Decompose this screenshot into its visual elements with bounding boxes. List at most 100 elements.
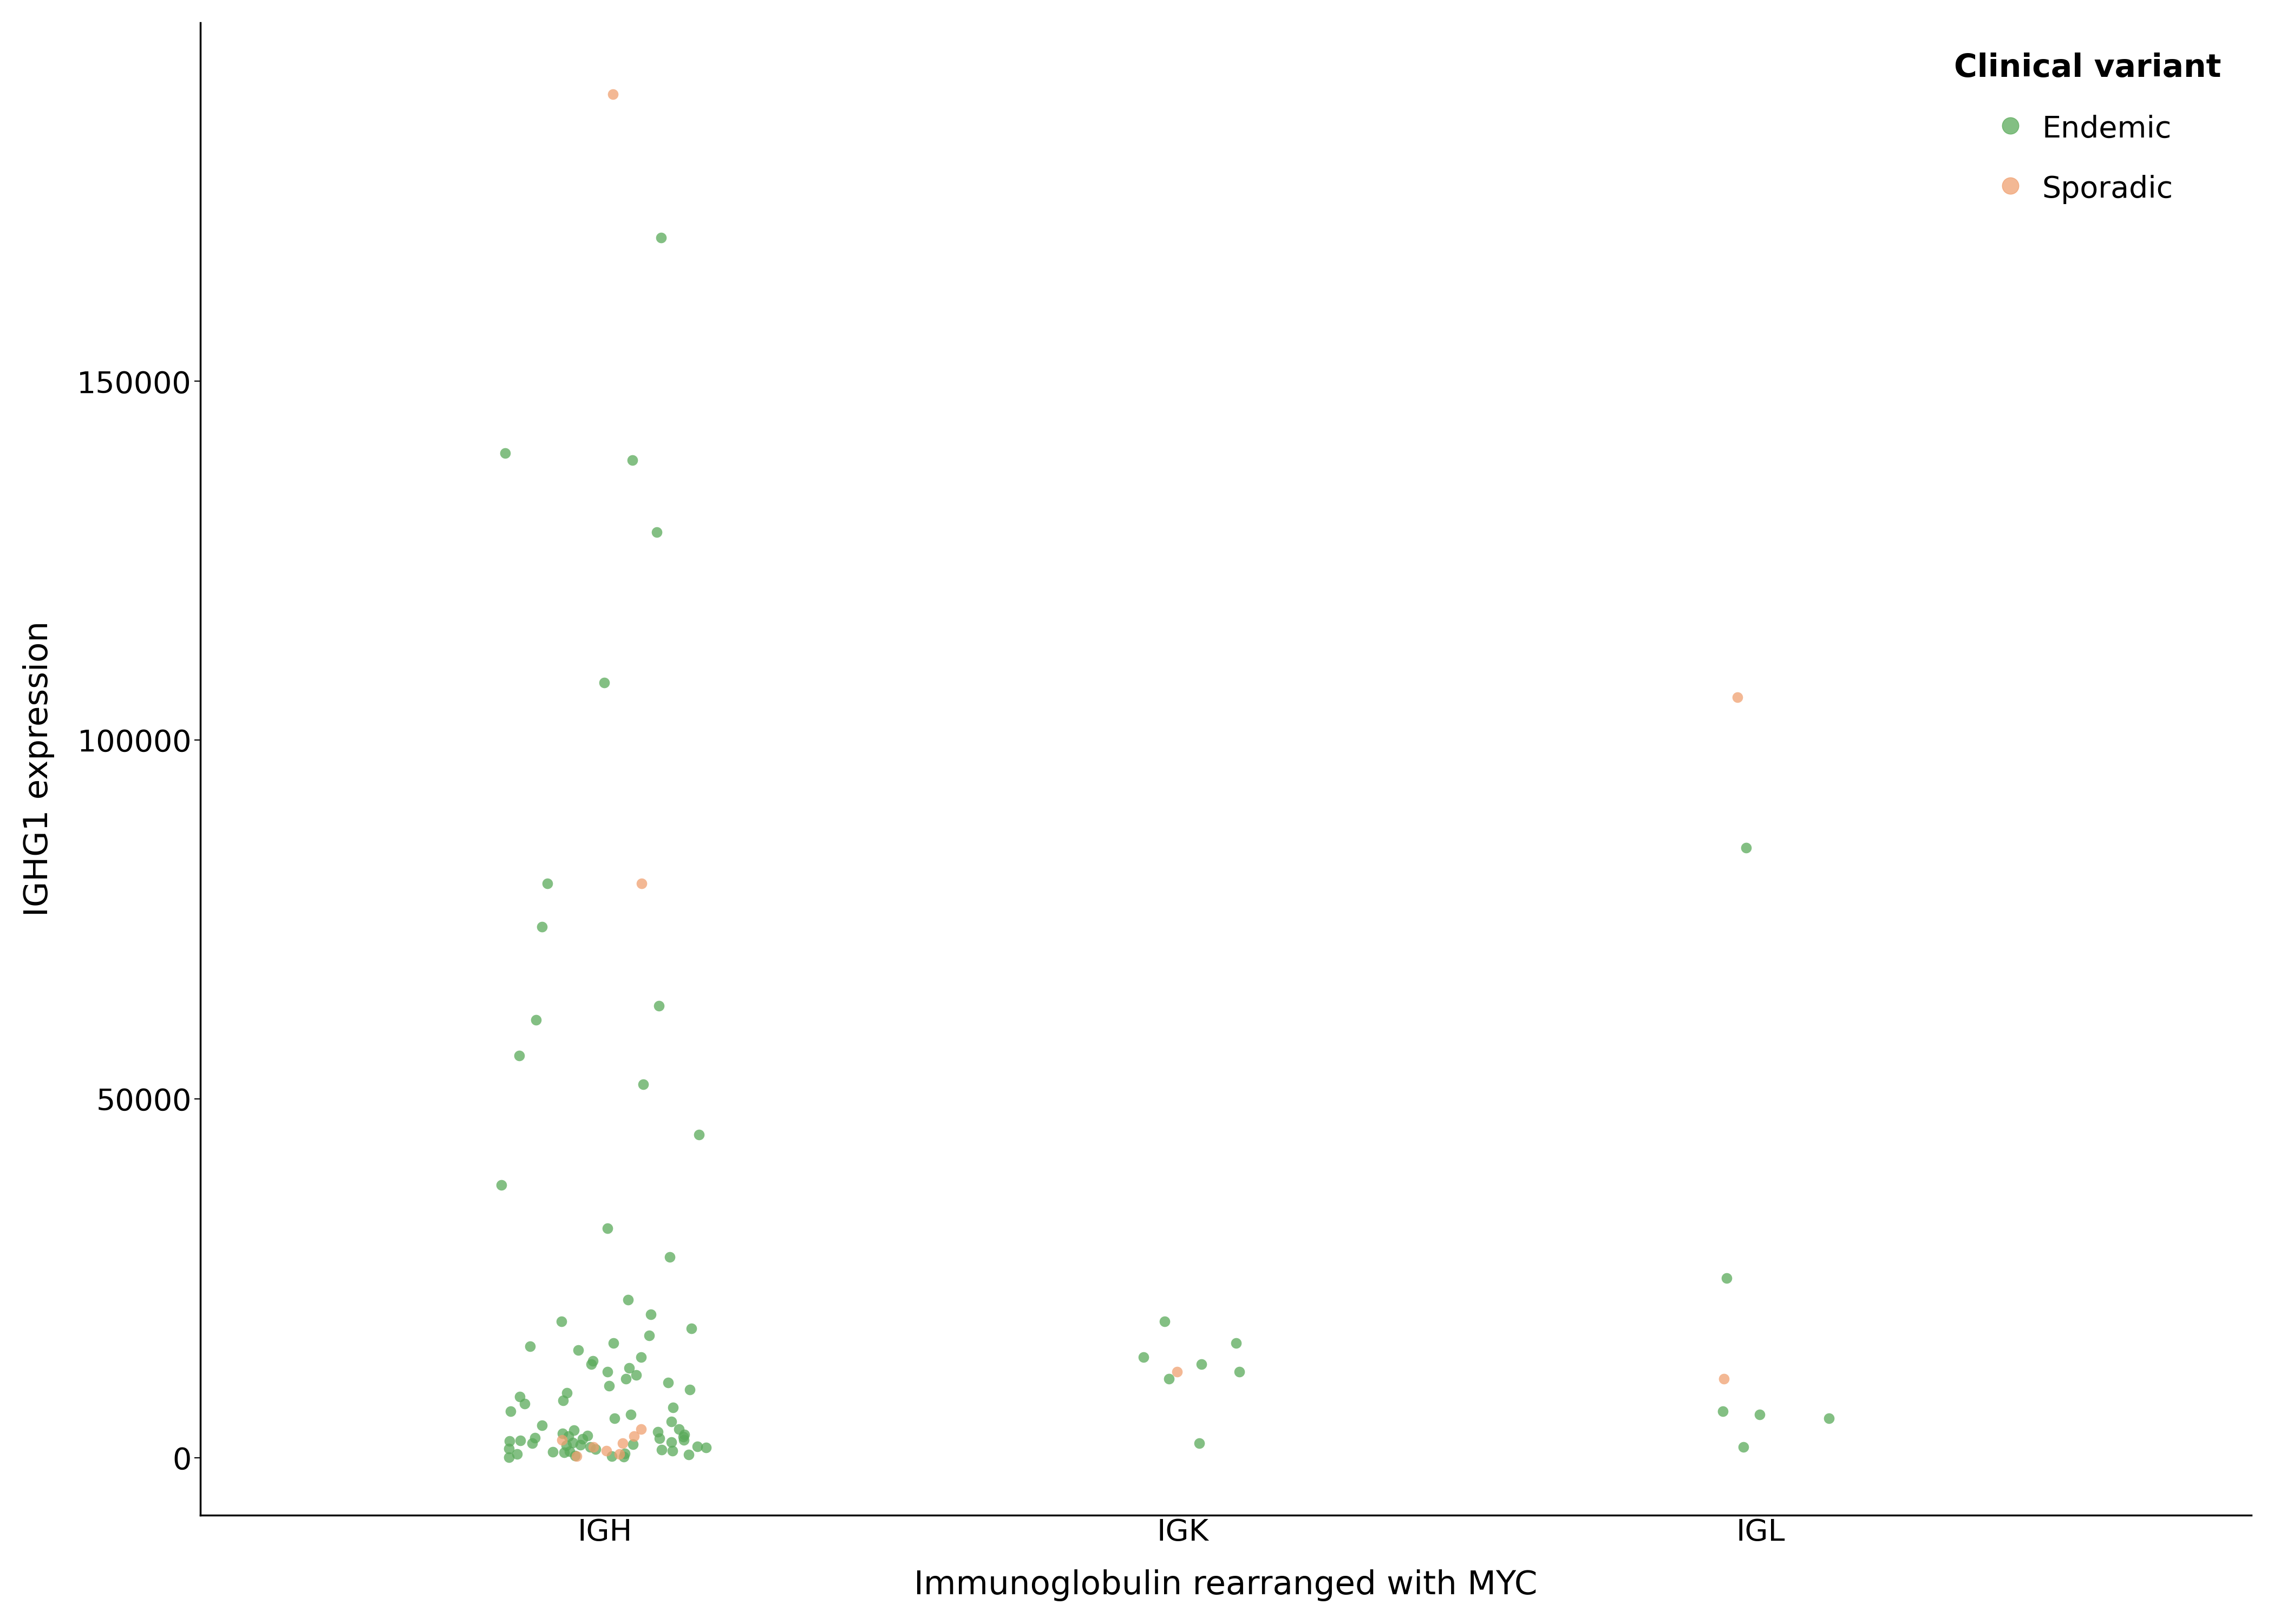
Point <box>1742 1402 1778 1427</box>
Point <box>632 1301 669 1327</box>
Point <box>1726 1434 1762 1460</box>
Point <box>562 1432 598 1458</box>
Point <box>550 1423 587 1449</box>
Point <box>666 1424 703 1450</box>
Point <box>530 870 566 896</box>
Point <box>500 1043 537 1069</box>
Point <box>575 1434 612 1460</box>
Point <box>500 1384 537 1410</box>
Point <box>680 1122 716 1148</box>
Point <box>559 1337 596 1363</box>
Point <box>546 1387 582 1413</box>
Point <box>655 1395 691 1421</box>
Point <box>543 1309 580 1335</box>
Point <box>514 1431 550 1457</box>
Point <box>614 447 650 473</box>
Point <box>516 1424 553 1450</box>
Point <box>543 1427 580 1453</box>
Point <box>671 1377 707 1403</box>
Point <box>616 1423 653 1449</box>
Point <box>639 520 675 546</box>
Point <box>587 669 623 695</box>
Point <box>1708 1265 1744 1291</box>
Point <box>1728 835 1765 861</box>
Point <box>625 1072 662 1098</box>
Point <box>578 1436 614 1462</box>
Point <box>548 1380 584 1406</box>
Point <box>550 1439 587 1465</box>
Point <box>534 1439 571 1465</box>
Point <box>612 1402 648 1427</box>
Point <box>600 1440 637 1466</box>
Point <box>484 1173 521 1199</box>
Point <box>491 1398 528 1424</box>
Point <box>594 1444 630 1470</box>
Point <box>607 1366 644 1392</box>
Point <box>568 1423 605 1449</box>
Point <box>655 1437 691 1463</box>
Point <box>666 1421 703 1447</box>
Point <box>596 1330 632 1356</box>
Point <box>641 992 678 1018</box>
Point <box>1719 684 1756 710</box>
Point <box>491 1436 528 1462</box>
Point <box>557 1442 594 1468</box>
Point <box>507 1390 543 1416</box>
Point <box>653 1244 689 1270</box>
Point <box>653 1408 689 1434</box>
Point <box>1219 1330 1255 1356</box>
Point <box>498 1440 534 1466</box>
Point <box>623 870 659 896</box>
Point <box>671 1442 707 1468</box>
Point <box>1126 1345 1162 1371</box>
Point <box>571 1434 607 1460</box>
Point <box>1810 1405 1846 1431</box>
Point <box>653 1429 689 1455</box>
Point <box>1706 1398 1742 1424</box>
Point <box>1160 1359 1196 1385</box>
Point <box>596 1405 632 1431</box>
Point <box>680 1434 716 1460</box>
Legend: Endemic, Sporadic: Endemic, Sporadic <box>1940 37 2235 219</box>
Point <box>589 1215 625 1241</box>
Y-axis label: IGHG1 expression: IGHG1 expression <box>23 620 55 916</box>
Point <box>609 1286 646 1312</box>
Point <box>673 1315 709 1341</box>
Point <box>573 1351 609 1377</box>
Point <box>512 1333 548 1359</box>
Point <box>607 1440 644 1466</box>
Point <box>1146 1309 1182 1335</box>
Point <box>589 1437 625 1463</box>
Point <box>589 1359 625 1385</box>
Point <box>557 1444 594 1470</box>
Point <box>689 1434 725 1460</box>
Point <box>523 914 559 940</box>
Point <box>575 1348 612 1374</box>
Point <box>641 1426 678 1452</box>
Point <box>518 1007 555 1033</box>
Point <box>644 224 680 250</box>
Point <box>662 1416 698 1442</box>
Point <box>619 1363 655 1389</box>
Point <box>487 440 523 466</box>
Point <box>639 1419 675 1445</box>
Point <box>548 1432 584 1458</box>
Point <box>555 1429 591 1455</box>
Point <box>1180 1431 1217 1457</box>
Point <box>1221 1359 1258 1385</box>
Point <box>1182 1351 1219 1377</box>
Point <box>1706 1366 1742 1392</box>
Point <box>644 1437 680 1463</box>
Point <box>605 1431 641 1457</box>
Point <box>555 1418 591 1444</box>
Point <box>543 1421 580 1447</box>
Point <box>623 1345 659 1371</box>
Point <box>491 1427 528 1453</box>
Point <box>612 1354 648 1380</box>
Point <box>605 1444 641 1470</box>
Point <box>614 1431 650 1457</box>
Point <box>523 1413 559 1439</box>
Point <box>632 1322 669 1348</box>
Point <box>546 1439 582 1465</box>
Point <box>564 1426 600 1452</box>
